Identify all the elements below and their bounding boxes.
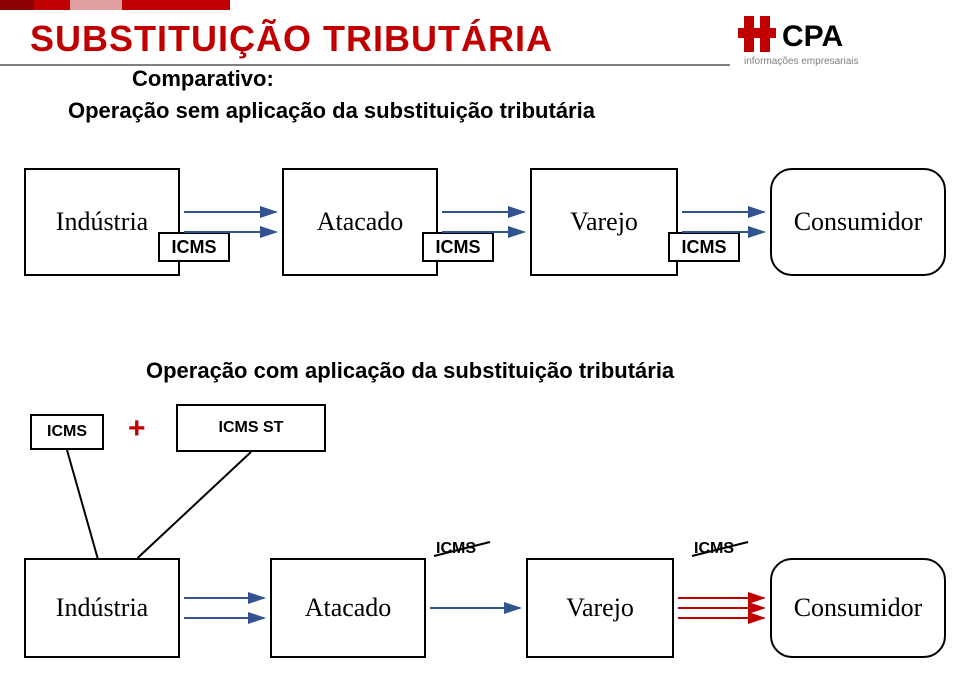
subtitle-sem-aplicacao: Operação sem aplicação da substituição t… — [68, 98, 595, 124]
icms-label-3: ICMS — [668, 232, 740, 262]
icms-box: ICMS — [30, 414, 104, 450]
icms-strike-2: ICMS — [694, 540, 734, 558]
header-stripes — [0, 0, 230, 10]
logo-text: CPA — [782, 20, 843, 53]
subtitle-com-aplicacao: Operação com aplicação da substituição t… — [146, 358, 674, 384]
logo-tagline: informações empresariais — [744, 56, 859, 67]
stage-industria-1: Indústria — [24, 168, 180, 276]
stage-consumidor-2: Consumidor — [770, 558, 946, 658]
icms-label-2: ICMS — [422, 232, 494, 262]
stage-atacado-2: Atacado — [270, 558, 426, 658]
stage-atacado-1: Atacado — [282, 168, 438, 276]
stage-varejo-1: Varejo — [530, 168, 678, 276]
subtitle-comparativo: Comparativo: — [132, 66, 274, 92]
stage-varejo-2: Varejo — [526, 558, 674, 658]
icms-label-1: ICMS — [158, 232, 230, 262]
stage-consumidor-1: Consumidor — [770, 168, 946, 276]
icms-st-box: ICMS ST — [176, 404, 326, 452]
title-underline — [0, 64, 730, 66]
brand-logo: CPA informações empresariais — [738, 10, 936, 68]
stage-industria-2: Indústria — [24, 558, 180, 658]
page-title: SUBSTITUIÇÃO TRIBUTÁRIA — [30, 18, 553, 60]
plus-sign: + — [128, 412, 146, 446]
icms-strike-1: ICMS — [436, 540, 476, 558]
